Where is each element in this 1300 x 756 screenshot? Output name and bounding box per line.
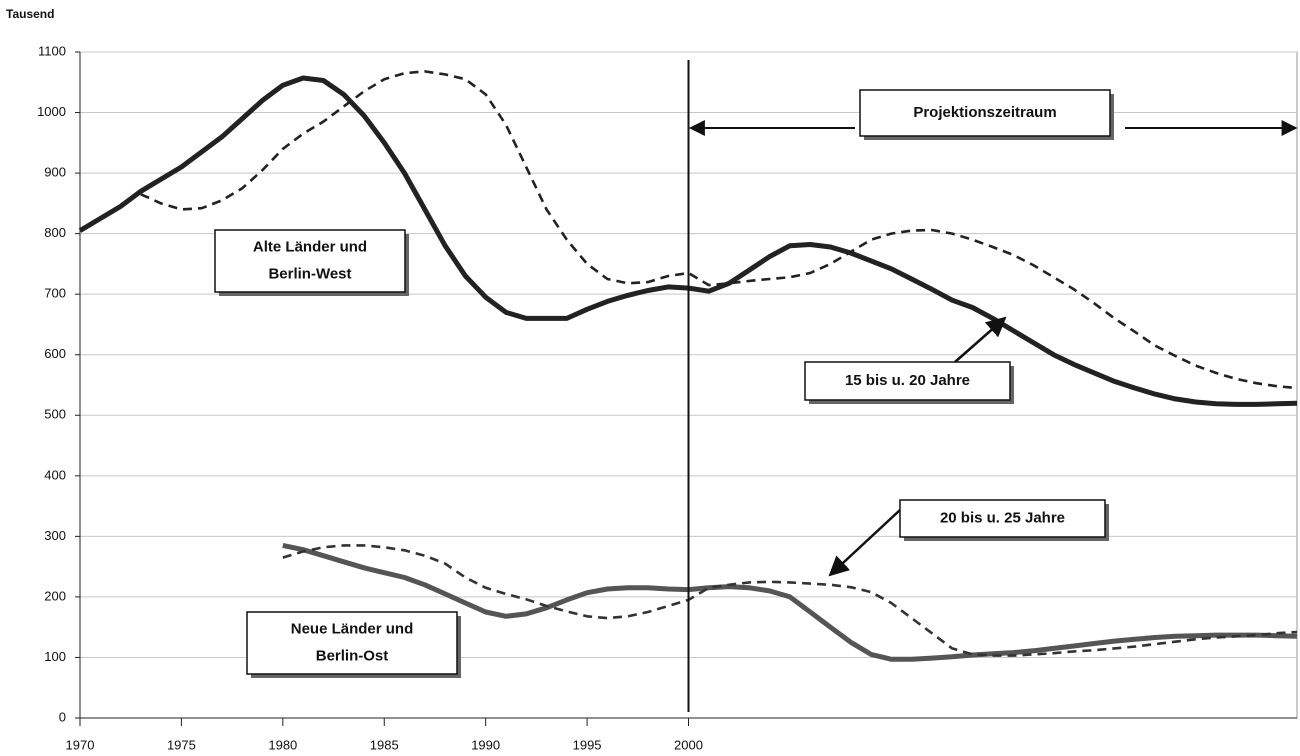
x-tick-label: 1980: [268, 737, 297, 752]
annotation-text: Alte Länder und: [253, 238, 367, 255]
y-tick-label: 1100: [38, 43, 66, 58]
x-tick-label: 1985: [370, 737, 399, 752]
annotation-box: [899, 499, 1106, 538]
y-tick-label: 300: [44, 528, 66, 543]
y-tick-label: 500: [44, 407, 66, 422]
annotation-box: [214, 229, 406, 293]
annotation-text: 15 bis u. 20 Jahre: [845, 372, 970, 389]
y-tick-label: 0: [59, 709, 66, 724]
x-tick-label: 1990: [471, 737, 500, 752]
annotation-text: Projektionszeitraum: [913, 104, 1056, 121]
annotation-box: [246, 611, 458, 675]
y-axis-label: Tausend: [6, 7, 54, 21]
y-tick-label: 600: [44, 346, 66, 361]
y-tick-label: 700: [44, 286, 66, 301]
series-line: [282, 542, 1298, 662]
x-tick-label: 1970: [66, 737, 95, 752]
arrow: [954, 316, 1007, 363]
series-line: [140, 70, 1298, 390]
x-tick-label: 1975: [167, 737, 196, 752]
annotation-box: [859, 89, 1111, 137]
series-line: [282, 544, 1298, 657]
annotation-text: Berlin-West: [268, 265, 351, 282]
arrow: [828, 509, 901, 577]
annotation-box: [804, 361, 1011, 401]
annotation-text: 20 bis u. 25 Jahre: [940, 509, 1065, 526]
annotation-text: Neue Länder und: [291, 620, 414, 637]
y-tick-label: 900: [44, 165, 66, 180]
x-tick-label: 1995: [573, 737, 602, 752]
y-tick-label: 200: [44, 588, 66, 603]
y-tick-label: 400: [44, 467, 66, 482]
y-tick-label: 1000: [37, 104, 66, 119]
x-tick-label: 2000: [674, 737, 703, 752]
y-tick-label: 800: [44, 225, 66, 240]
y-tick-label: 100: [44, 649, 66, 664]
annotation-text: Berlin-Ost: [316, 647, 389, 664]
